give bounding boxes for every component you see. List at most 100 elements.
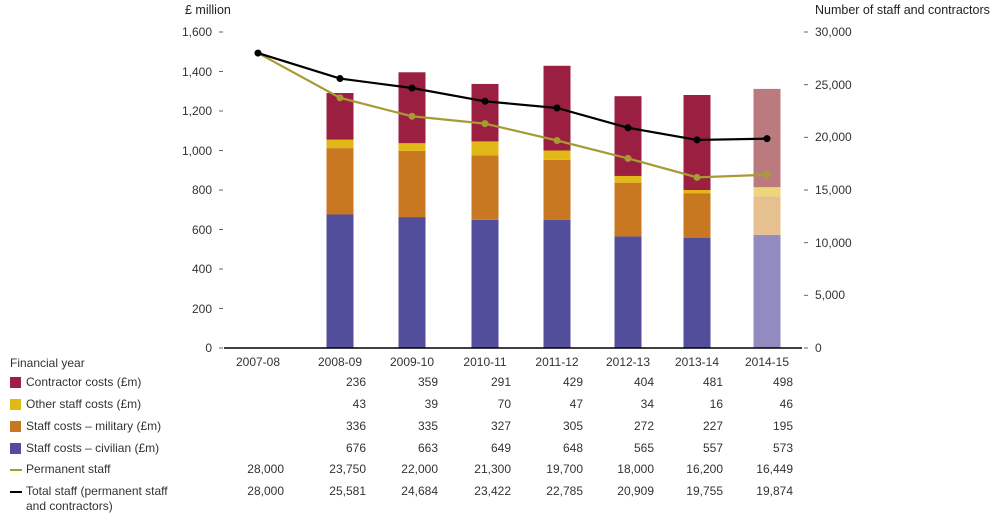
- point-total-staff-2007-08: [254, 49, 262, 57]
- bar-segment-other-2011-12: [543, 150, 571, 160]
- table-cell: 336: [345, 419, 366, 433]
- table-cell: 565: [633, 441, 654, 455]
- legend-line-permanent: [10, 469, 22, 471]
- table-cell: 23,422: [474, 484, 511, 498]
- bar-segment-other-2008-09: [326, 139, 354, 149]
- table-cell: 21,300: [474, 462, 511, 476]
- legend-label-total: Total staff (permanent staff: [26, 484, 168, 498]
- legend-label-other: Other staff costs (£m): [26, 397, 142, 411]
- table-cell: 649: [490, 441, 511, 455]
- bar-segment-military-2013-14: [683, 193, 711, 238]
- left-tick-label: 1,000: [181, 143, 212, 158]
- legend-swatch-other: [10, 399, 21, 410]
- bar-segment-military-2010-11: [471, 155, 499, 220]
- table-cell: 16: [709, 397, 723, 411]
- table-cell: 70: [497, 397, 511, 411]
- table-cell: 34: [640, 397, 654, 411]
- table-cell: 16,449: [756, 462, 793, 476]
- point-total-staff-2009-10: [408, 84, 416, 92]
- table-cell: 20,909: [617, 484, 654, 498]
- bar-segment-civilian-2008-09: [326, 214, 354, 348]
- legend-swatch-contractor: [10, 377, 21, 388]
- table-cell: 47: [569, 397, 583, 411]
- table-cell: 23,750: [329, 462, 366, 476]
- point-permanent-staff-2009-10: [408, 112, 416, 120]
- left-tick-label: 600: [191, 222, 212, 237]
- legend-line-total: [10, 491, 22, 493]
- bar-segment-other-2012-13: [614, 175, 642, 183]
- table-cell: 305: [562, 419, 583, 433]
- point-total-staff-2011-12: [553, 104, 561, 112]
- table-cell: 327: [490, 419, 511, 433]
- table-cell: 43: [352, 397, 366, 411]
- right-tick-label: 0: [815, 341, 822, 355]
- table-cell: 236: [345, 375, 366, 389]
- table-cell: 19,755: [686, 484, 723, 498]
- left-tick-label: 800: [191, 183, 212, 197]
- bar-segment-contractor-2010-11: [471, 83, 499, 142]
- tick-marks-layer: [219, 31, 808, 349]
- bar-segment-military-2011-12: [543, 159, 571, 221]
- table-cell: 291: [490, 375, 511, 389]
- line-permanent-staff: [257, 52, 768, 179]
- table-cell: 19,700: [546, 462, 583, 476]
- table-header: Financial year: [10, 356, 85, 370]
- table-cell: 195: [772, 419, 793, 433]
- left-tick-label: 0: [205, 341, 212, 355]
- legend-label-total-line2: and contractors): [26, 499, 113, 513]
- bar-segment-other-2010-11: [471, 141, 499, 156]
- x-tick-label: 2007-08: [235, 355, 281, 369]
- bar-segment-civilian-2011-12: [543, 220, 571, 348]
- bar-segment-civilian-2014-15: [753, 234, 781, 348]
- table-cell: 272: [633, 419, 654, 433]
- point-total-staff-2013-14: [693, 136, 701, 144]
- left-axis-title: £ million: [185, 3, 231, 17]
- table-cell: 19,874: [756, 484, 793, 498]
- lines-layer: [254, 49, 771, 181]
- bar-segment-civilian-2009-10: [398, 217, 426, 348]
- table-cell: 28,000: [247, 484, 284, 498]
- right-tick-label: 30,000: [815, 25, 852, 39]
- point-permanent-staff-2011-12: [553, 136, 561, 144]
- table-cell: 16,200: [686, 462, 723, 476]
- left-tick-label: 1,200: [181, 104, 212, 118]
- point-total-staff-2010-11: [481, 97, 489, 105]
- bar-segment-military-2009-10: [398, 150, 426, 218]
- table-cell: 25,581: [329, 484, 366, 498]
- right-tick-label: 25,000: [815, 77, 852, 92]
- bar-segment-other-2014-15: [753, 187, 781, 197]
- bar-segment-other-2013-14: [683, 190, 711, 194]
- point-permanent-staff-2014-15: [763, 171, 771, 179]
- x-tick-label: 2012-13: [605, 355, 651, 369]
- bar-segment-military-2014-15: [753, 196, 781, 235]
- table-cell: 28,000: [247, 462, 284, 476]
- point-total-staff-2008-09: [336, 75, 344, 83]
- x-tick-label: 2014-15: [744, 355, 790, 369]
- table-cell: 481: [702, 375, 723, 389]
- left-tick-label: 200: [191, 301, 212, 316]
- bar-segment-contractor-2012-13: [614, 96, 642, 176]
- table-cell: 22,785: [546, 484, 583, 498]
- bar-segment-civilian-2013-14: [683, 237, 711, 348]
- legend-label-contractor: Contractor costs (£m): [26, 375, 142, 389]
- x-tick-label: 2008-09: [317, 355, 363, 369]
- table-cell: 227: [702, 419, 723, 433]
- bars-layer: [326, 65, 781, 348]
- right-tick-label: 10,000: [815, 235, 852, 250]
- table-cell: 46: [779, 397, 793, 411]
- table-cell: 676: [345, 441, 366, 455]
- table-cell: 39: [424, 397, 438, 411]
- bar-segment-military-2008-09: [326, 148, 354, 215]
- bar-segment-civilian-2010-11: [471, 219, 499, 348]
- point-permanent-staff-2013-14: [693, 173, 701, 181]
- x-tick-label: 2013-14: [674, 355, 720, 369]
- table-cell: 573: [772, 441, 793, 455]
- table-cell: 24,684: [401, 484, 438, 498]
- x-tick-label: 2009-10: [389, 355, 435, 369]
- right-axis-title: Number of staff and contractors: [815, 3, 990, 17]
- left-tick-label: 1,600: [181, 25, 212, 39]
- legend-label-military: Staff costs – military (£m): [26, 419, 162, 433]
- table-cell: 648: [562, 441, 583, 455]
- left-tick-label: 400: [191, 262, 212, 276]
